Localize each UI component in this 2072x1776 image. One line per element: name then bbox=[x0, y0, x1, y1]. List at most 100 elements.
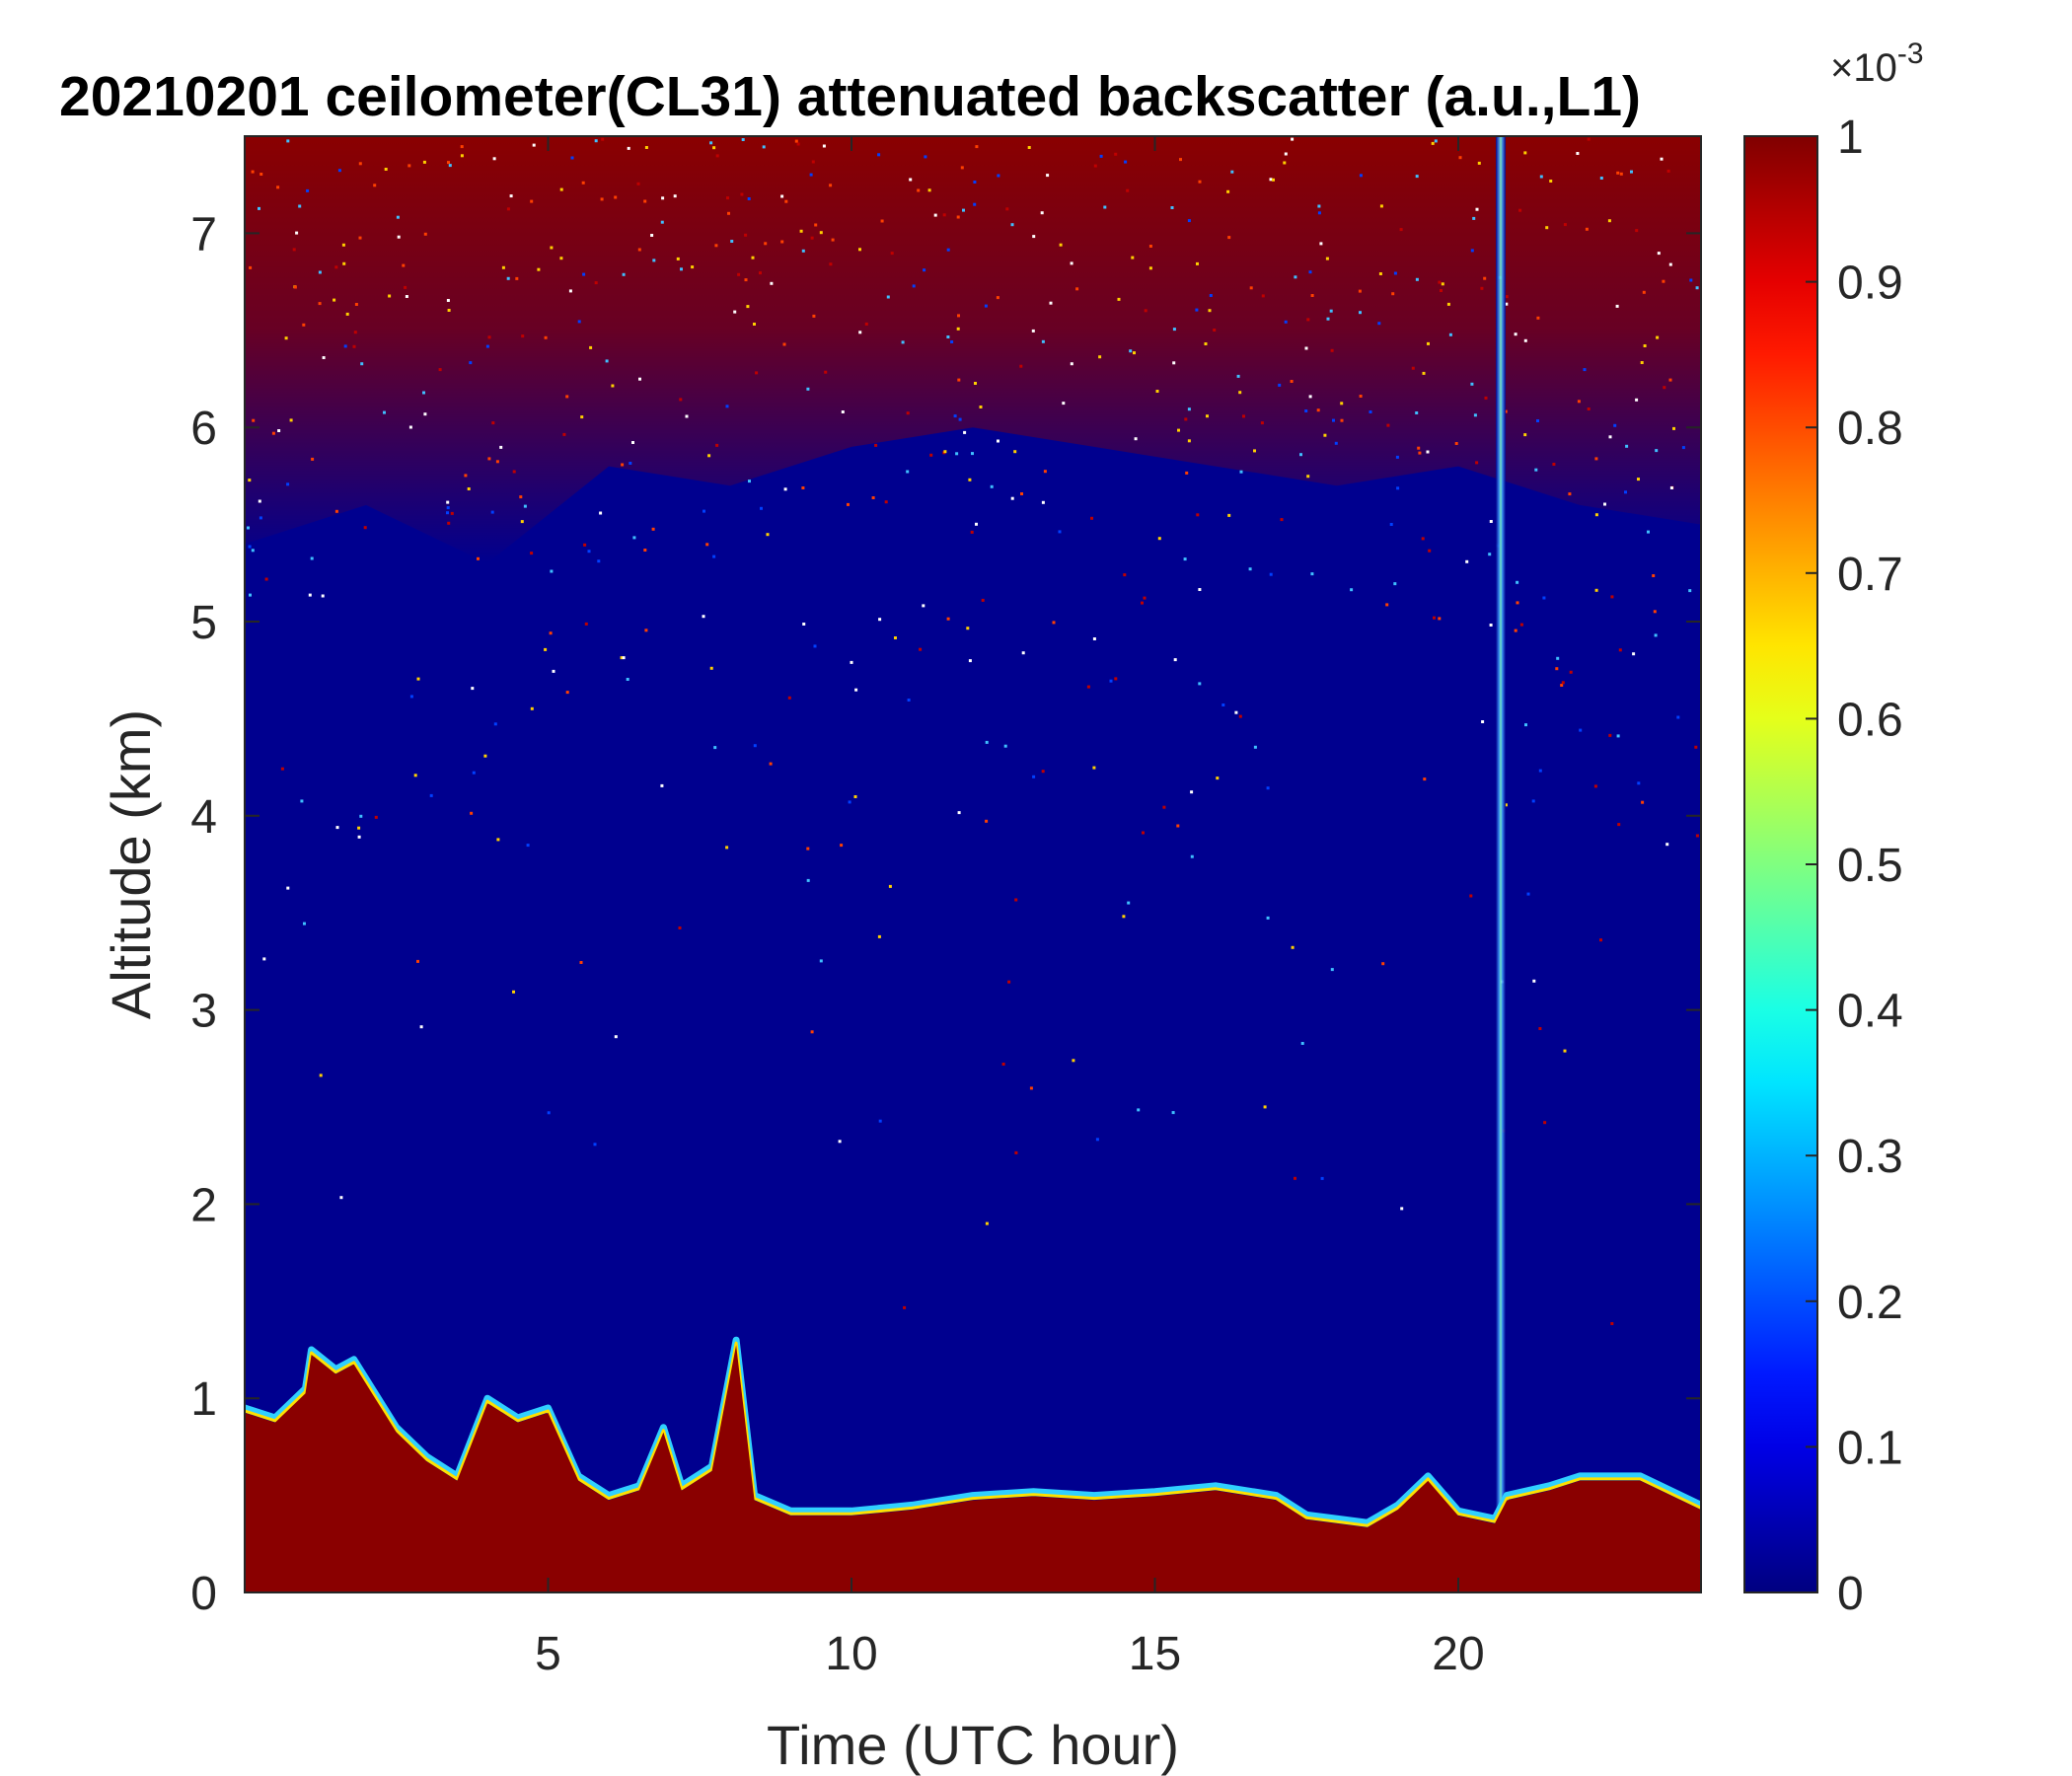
noise-speckle bbox=[1291, 137, 1295, 141]
noise-speckle bbox=[562, 432, 566, 436]
noise-speckle bbox=[1599, 177, 1603, 180]
noise-speckle bbox=[1162, 805, 1166, 809]
noise-speckle bbox=[806, 878, 810, 882]
noise-speckle bbox=[1418, 451, 1422, 455]
noise-speckle bbox=[766, 533, 770, 537]
noise-speckle bbox=[396, 215, 400, 219]
noise-speckle bbox=[1377, 322, 1381, 326]
noise-speckle bbox=[968, 478, 972, 481]
noise-speckle bbox=[1446, 302, 1450, 306]
noise-layer-fill bbox=[245, 136, 1701, 563]
noise-speckle bbox=[318, 270, 322, 274]
noise-speckle bbox=[1666, 169, 1670, 173]
noise-speckle bbox=[751, 256, 755, 259]
noise-speckle bbox=[544, 335, 548, 339]
noise-speckle bbox=[1594, 513, 1598, 517]
noise-speckle bbox=[1427, 341, 1430, 345]
noise-speckle bbox=[358, 162, 362, 166]
noise-speckle bbox=[1458, 156, 1462, 160]
noise-speckle bbox=[1618, 648, 1622, 652]
noise-speckle bbox=[1294, 275, 1297, 279]
noise-speckle bbox=[1669, 486, 1673, 489]
noise-speckle bbox=[660, 783, 664, 787]
noise-speckle bbox=[1561, 681, 1565, 685]
noise-speckle bbox=[1624, 490, 1627, 494]
noise-speckle bbox=[1385, 603, 1389, 607]
noise-speckle bbox=[259, 173, 263, 176]
noise-speckle bbox=[1010, 223, 1014, 227]
noise-speckle bbox=[402, 263, 406, 267]
noise-speckle bbox=[1489, 624, 1493, 627]
noise-speckle bbox=[1173, 658, 1177, 662]
noise-speckle bbox=[979, 406, 983, 408]
noise-speckle bbox=[1619, 172, 1623, 176]
noise-speckle bbox=[1007, 980, 1011, 984]
noise-speckle bbox=[493, 722, 497, 726]
noise-speckle bbox=[1516, 601, 1519, 605]
noise-speckle bbox=[627, 146, 630, 150]
y-tick-label: 2 bbox=[190, 1179, 217, 1231]
noise-speckle bbox=[530, 706, 534, 710]
noise-speckle bbox=[673, 194, 677, 198]
noise-speckle bbox=[1124, 160, 1128, 164]
noise-speckle bbox=[1640, 361, 1644, 364]
noise-speckle bbox=[726, 196, 729, 200]
noise-speckle bbox=[996, 296, 999, 300]
noise-speckle bbox=[532, 143, 536, 147]
noise-speckle bbox=[1204, 342, 1208, 345]
noise-speckle bbox=[1470, 382, 1474, 386]
noise-speckle bbox=[1519, 623, 1523, 627]
noise-speckle bbox=[357, 835, 361, 839]
noise-speckle bbox=[1261, 294, 1265, 298]
noise-speckle bbox=[748, 480, 751, 483]
noise-speckle bbox=[753, 744, 757, 748]
noise-speckle bbox=[1695, 286, 1699, 290]
noise-speckle bbox=[1610, 595, 1614, 599]
noise-speckle bbox=[306, 188, 310, 192]
noise-speckle bbox=[335, 826, 339, 830]
noise-speckle bbox=[277, 429, 281, 432]
noise-speckle bbox=[922, 604, 925, 608]
noise-speckle bbox=[1137, 1108, 1141, 1112]
noise-speckle bbox=[702, 615, 705, 619]
noise-speckle bbox=[471, 687, 475, 691]
noise-speckle bbox=[1594, 588, 1598, 592]
noise-speckle bbox=[258, 206, 260, 210]
noise-speckle bbox=[1576, 152, 1580, 155]
noise-speckle bbox=[460, 145, 464, 149]
noise-speckle bbox=[1483, 276, 1487, 280]
noise-speckle bbox=[248, 479, 252, 482]
noise-speckle bbox=[422, 160, 426, 164]
noise-speckle bbox=[1585, 227, 1589, 231]
noise-speckle bbox=[530, 552, 534, 555]
noise-speckle bbox=[1221, 703, 1225, 706]
noise-speckle bbox=[1248, 567, 1252, 571]
noise-speckle bbox=[621, 463, 625, 467]
noise-speckle bbox=[1560, 684, 1564, 687]
noise-speckle bbox=[1234, 710, 1238, 714]
noise-speckle bbox=[1099, 154, 1103, 158]
noise-speckle bbox=[1117, 297, 1121, 301]
noise-speckle bbox=[1230, 170, 1234, 174]
noise-speckle bbox=[286, 139, 290, 143]
noise-speckle bbox=[1029, 1086, 1033, 1090]
noise-speckle bbox=[1266, 786, 1270, 790]
colorbar-tick-label: 1 bbox=[1837, 111, 1864, 164]
noise-speckle bbox=[715, 154, 719, 158]
noise-speckle bbox=[467, 487, 471, 490]
noise-speckle bbox=[1665, 843, 1669, 847]
noise-speckle bbox=[550, 569, 554, 573]
noise-speckle bbox=[1316, 408, 1320, 412]
y-tick-label: 0 bbox=[190, 1568, 217, 1620]
noise-speckle bbox=[384, 168, 388, 171]
noise-speckle bbox=[1320, 1176, 1324, 1180]
noise-speckle bbox=[1196, 513, 1200, 517]
noise-speckle bbox=[1129, 349, 1133, 353]
noise-speckle bbox=[363, 526, 367, 530]
noise-speckle bbox=[1098, 355, 1102, 359]
noise-speckle bbox=[953, 414, 957, 418]
noise-speckle bbox=[1283, 161, 1287, 165]
noise-speckle bbox=[1131, 256, 1135, 259]
noise-speckle bbox=[917, 188, 921, 192]
noise-speckle bbox=[1480, 286, 1484, 290]
